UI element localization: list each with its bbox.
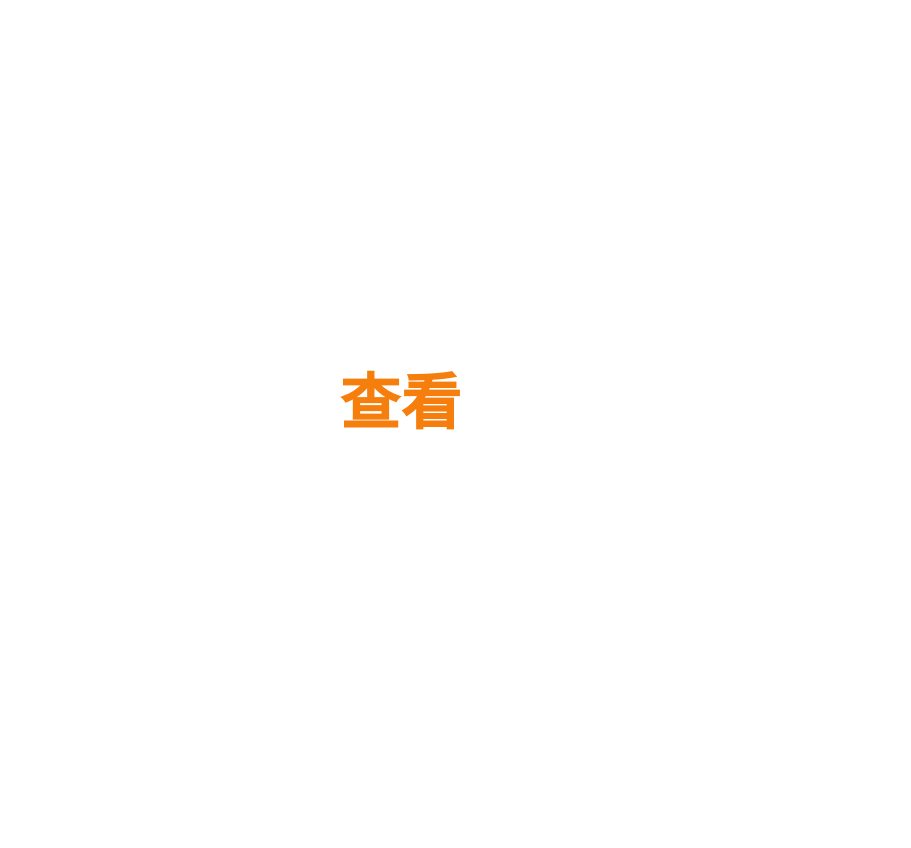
view-label[interactable]: 查看 — [341, 368, 463, 438]
